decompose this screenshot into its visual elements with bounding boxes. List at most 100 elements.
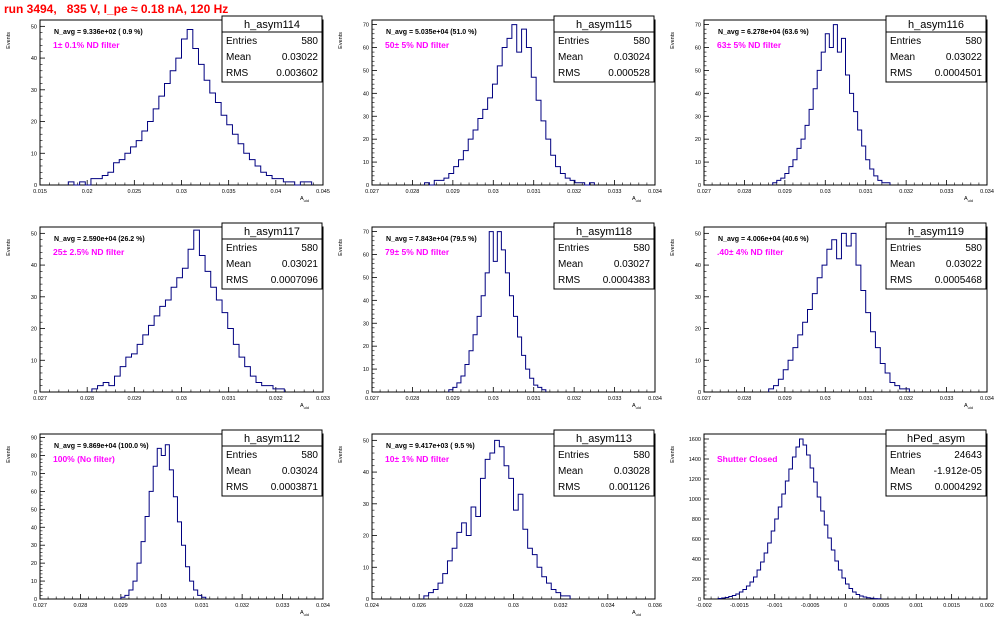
y-tick-label: 30 bbox=[363, 321, 369, 327]
y-tick-label: 50 bbox=[363, 68, 369, 74]
filter-label: 63± 5% ND filter bbox=[717, 40, 782, 50]
stats-label: Mean bbox=[558, 52, 583, 63]
stats-label: Entries bbox=[226, 36, 257, 47]
x-tick-label: 0.029 bbox=[778, 396, 792, 402]
y-tick-label: 70 bbox=[363, 230, 369, 236]
y-tick-label: 50 bbox=[695, 68, 701, 74]
x-tick-label: 0.028 bbox=[74, 603, 88, 609]
stats-label: Entries bbox=[558, 243, 589, 254]
histogram-pad-h_asym119: 0 10 20 30 40 50 0.027 0.028 0.029 0.03 0.031 0.032… bbox=[664, 207, 996, 414]
stats-value: 580 bbox=[633, 243, 650, 254]
stats-label: RMS bbox=[890, 68, 913, 79]
y-tick-label: 20 bbox=[363, 137, 369, 143]
stats-box bbox=[221, 15, 323, 83]
x-tick-label: 0.034 bbox=[316, 603, 330, 609]
stats-label: RMS bbox=[558, 68, 581, 79]
y-tick-label: 1000 bbox=[689, 497, 701, 503]
x-tick-label: 0.032 bbox=[554, 603, 568, 609]
x-axis-label: Auid bbox=[964, 196, 973, 203]
stats-label: RMS bbox=[558, 482, 581, 493]
y-tick-label: 0 bbox=[366, 390, 369, 396]
y-tick-label: 60 bbox=[363, 46, 369, 52]
x-tick-label: 0.03 bbox=[488, 189, 499, 195]
x-tick-label: 0.045 bbox=[316, 189, 330, 195]
x-tick-label: 0.033 bbox=[276, 603, 290, 609]
x-tick-label: 0.03 bbox=[156, 603, 167, 609]
x-axis-label-sub: uid bbox=[636, 198, 641, 203]
y-tick-label: 0 bbox=[34, 597, 37, 603]
x-tick-label: 0.03 bbox=[176, 189, 187, 195]
y-tick-label: 30 bbox=[695, 114, 701, 120]
y-tick-label: 10 bbox=[31, 579, 37, 585]
y-tick-label: 40 bbox=[363, 470, 369, 476]
stats-value: 0.001126 bbox=[609, 482, 650, 493]
histogram-svg-hPed_asym: 0 200 400 600 800 1000 1200 1400 1600 -0.002 -0.00… bbox=[670, 429, 994, 609]
y-tick-label: 70 bbox=[695, 23, 701, 29]
navg-label: N_avg = 2.590e+04 (26.2 %) bbox=[54, 236, 145, 243]
x-axis-label-sub: uid bbox=[304, 612, 309, 617]
x-tick-label: 0.03 bbox=[820, 189, 831, 195]
x-tick-label: 0.03 bbox=[176, 396, 187, 402]
x-tick-label: 0.024 bbox=[365, 603, 379, 609]
filter-label: 1± 0.1% ND filter bbox=[53, 40, 120, 50]
histogram-line bbox=[717, 438, 882, 600]
x-tick-label: 0.027 bbox=[697, 189, 711, 195]
y-tick-label: 20 bbox=[31, 327, 37, 333]
stats-box bbox=[885, 429, 987, 497]
y-axis-label: Events bbox=[338, 239, 344, 256]
y-tick-label: 20 bbox=[363, 344, 369, 350]
stats-value: 580 bbox=[301, 36, 318, 47]
stats-label: Mean bbox=[226, 466, 251, 477]
stats-label: Entries bbox=[890, 36, 921, 47]
x-tick-label: 0.032 bbox=[899, 396, 913, 402]
x-tick-label: 0 bbox=[844, 603, 847, 609]
histogram-line bbox=[423, 439, 571, 599]
x-tick-label: -0.002 bbox=[696, 603, 712, 609]
histogram-line bbox=[120, 444, 207, 599]
y-tick-label: 0 bbox=[698, 183, 701, 189]
y-tick-label: 40 bbox=[695, 263, 701, 269]
stats-label: Mean bbox=[226, 52, 251, 63]
y-axis-label: Events bbox=[670, 32, 676, 49]
stats-box bbox=[553, 222, 655, 290]
navg-label: N_avg = 9.417e+03 ( 9.5 %) bbox=[386, 443, 475, 450]
y-tick-label: 30 bbox=[31, 543, 37, 549]
stats-title: h_asym113 bbox=[576, 433, 632, 445]
y-tick-label: 70 bbox=[31, 471, 37, 477]
y-tick-label: 30 bbox=[31, 295, 37, 301]
y-tick-label: 50 bbox=[363, 275, 369, 281]
stats-value: 0.003602 bbox=[276, 68, 318, 79]
y-tick-label: 30 bbox=[31, 88, 37, 94]
stats-label: Mean bbox=[226, 259, 251, 270]
x-tick-label: 0.036 bbox=[648, 603, 662, 609]
y-axis-label: Events bbox=[6, 446, 12, 463]
x-tick-label: 0.033 bbox=[316, 396, 330, 402]
x-axis-label: Auid bbox=[632, 196, 641, 203]
x-tick-label: 0.035 bbox=[222, 189, 236, 195]
stats-label: RMS bbox=[226, 275, 249, 286]
y-tick-label: 60 bbox=[695, 46, 701, 52]
stats-value: 0.03024 bbox=[614, 52, 651, 63]
stats-value: 580 bbox=[301, 243, 318, 254]
y-tick-label: 10 bbox=[31, 358, 37, 364]
stats-value: 0.03022 bbox=[946, 52, 983, 63]
stats-label: RMS bbox=[226, 482, 249, 493]
x-tick-label: 0.03 bbox=[820, 396, 831, 402]
stats-label: RMS bbox=[226, 68, 249, 79]
x-axis-label: Auid bbox=[632, 610, 641, 617]
run-title: run 3494, 835 V, I_pe ≈ 0.18 nA, 120 Hz bbox=[4, 2, 229, 16]
x-axis-label-sub: uid bbox=[304, 198, 309, 203]
navg-label: N_avg = 6.278e+04 (63.6 %) bbox=[718, 29, 809, 36]
x-tick-label: 0.031 bbox=[527, 396, 541, 402]
stats-value: 0.03022 bbox=[946, 259, 983, 270]
x-tick-label: 0.034 bbox=[980, 189, 994, 195]
x-axis-label-sub: uid bbox=[636, 612, 641, 617]
x-tick-label: -0.0005 bbox=[801, 603, 820, 609]
x-tick-label: 0.04 bbox=[270, 189, 281, 195]
x-tick-label: 0.03 bbox=[508, 603, 519, 609]
y-tick-label: 70 bbox=[363, 23, 369, 29]
x-tick-label: 0.015 bbox=[33, 189, 47, 195]
stats-label: Entries bbox=[890, 243, 921, 254]
x-tick-label: 0.002 bbox=[980, 603, 994, 609]
stats-label: Mean bbox=[890, 466, 915, 477]
